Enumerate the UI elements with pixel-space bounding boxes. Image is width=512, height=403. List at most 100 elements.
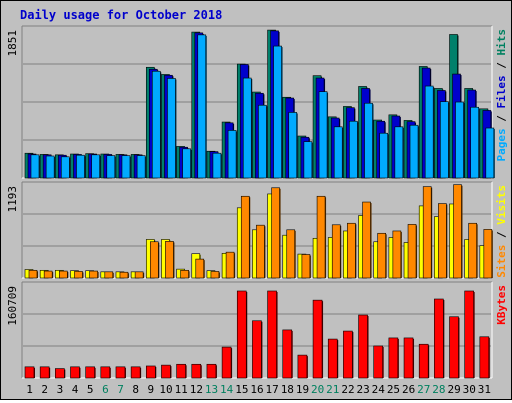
panel-middle-max-label: 1193	[6, 186, 19, 213]
chart-title: Daily usage for October 2018	[20, 8, 222, 22]
day-label: 25	[387, 383, 400, 396]
day-label: 27	[417, 383, 430, 396]
legend-entry: /	[495, 56, 508, 76]
bar-sites	[195, 258, 205, 279]
day-label: 21	[326, 383, 339, 396]
day-label: 2	[41, 383, 48, 396]
bar-sites	[59, 270, 68, 279]
bar-pages	[76, 154, 85, 179]
bar-pages	[45, 155, 55, 179]
bar-sites	[43, 270, 53, 279]
day-label: 1	[26, 383, 33, 396]
bar-pages	[379, 132, 389, 179]
bar-kbytes	[55, 368, 65, 379]
bar-sites	[347, 222, 356, 279]
day-label: 22	[341, 383, 354, 396]
bar-pages	[440, 101, 449, 179]
day-label: 14	[220, 383, 234, 396]
bar-kbytes	[221, 346, 232, 379]
legend-entry: /	[495, 225, 508, 245]
legend-entry: Files	[495, 75, 508, 108]
day-label: 9	[148, 383, 155, 396]
day-label: 17	[266, 383, 279, 396]
panel-middle-legend: Sites / Visits	[495, 185, 508, 278]
bar-sites	[422, 186, 432, 279]
bar-sites	[149, 241, 159, 279]
day-label: 6	[102, 383, 109, 396]
bar-kbytes	[130, 366, 141, 379]
legend-entry: Pages	[495, 128, 508, 161]
bar-pages	[258, 104, 267, 179]
bar-kbytes	[24, 366, 35, 379]
bar-pages	[318, 91, 328, 179]
bar-sites	[240, 195, 250, 279]
day-label: 11	[175, 383, 188, 396]
bar-kbytes	[464, 290, 474, 379]
bar-kbytes	[115, 366, 126, 379]
bar-kbytes	[297, 354, 308, 379]
bar-sites	[104, 271, 114, 279]
bar-pages	[106, 155, 116, 179]
bar-sites	[453, 184, 462, 279]
legend-entry: KBytes	[495, 285, 508, 325]
bar-sites	[225, 251, 235, 279]
bar-sites	[286, 229, 296, 279]
bar-kbytes	[39, 366, 50, 379]
bar-pages	[349, 120, 358, 179]
day-label: 10	[159, 383, 172, 396]
day-label: 7	[117, 383, 124, 396]
bar-pages	[333, 126, 343, 179]
bar-pages	[455, 101, 464, 179]
day-label: 18	[281, 383, 294, 396]
day-label: 16	[250, 383, 263, 396]
bar-kbytes	[176, 363, 186, 379]
bar-kbytes	[373, 345, 384, 379]
bar-sites	[256, 224, 265, 279]
day-label: 4	[72, 383, 79, 396]
bar-pages	[182, 148, 191, 179]
bar-pages	[167, 78, 176, 179]
bar-sites	[377, 232, 387, 279]
bar-kbytes	[418, 343, 429, 379]
bar-kbytes	[267, 290, 277, 379]
bar-sites	[438, 203, 447, 279]
bar-pages	[212, 152, 222, 179]
bar-kbytes	[388, 337, 399, 379]
bar-sites	[407, 224, 417, 279]
day-label: 5	[87, 383, 94, 396]
bar-kbytes	[236, 290, 247, 379]
bar-kbytes	[145, 365, 156, 379]
bar-sites	[468, 222, 477, 279]
bar-sites	[134, 271, 144, 279]
bar-sites	[210, 271, 220, 279]
bar-sites	[165, 241, 174, 279]
bar-kbytes	[449, 316, 459, 379]
bar-sites	[28, 269, 38, 279]
bar-pages	[364, 102, 373, 179]
bar-kbytes	[434, 298, 444, 379]
bar-pages	[273, 45, 282, 179]
bar-pages	[197, 34, 207, 179]
panel-top-max-label: 1851	[6, 30, 19, 57]
day-label: 30	[463, 383, 476, 396]
bar-kbytes	[70, 366, 80, 379]
bar-sites	[74, 271, 83, 279]
bar-kbytes	[403, 337, 414, 379]
bar-kbytes	[282, 329, 293, 379]
bar-pages	[121, 155, 131, 179]
bar-pages	[470, 106, 479, 179]
day-label: 23	[357, 383, 370, 396]
day-label: 8	[132, 383, 139, 396]
bar-sites	[271, 187, 280, 279]
legend-entry: Visits	[495, 185, 508, 225]
bar-pages	[394, 126, 404, 179]
bar-pages	[136, 155, 146, 179]
bar-pages	[91, 154, 100, 179]
bar-kbytes	[85, 366, 95, 379]
bar-pages	[242, 77, 252, 179]
bar-pages	[151, 70, 161, 179]
bar-kbytes	[191, 363, 202, 379]
bar-kbytes	[479, 336, 490, 379]
day-label: 19	[296, 383, 309, 396]
